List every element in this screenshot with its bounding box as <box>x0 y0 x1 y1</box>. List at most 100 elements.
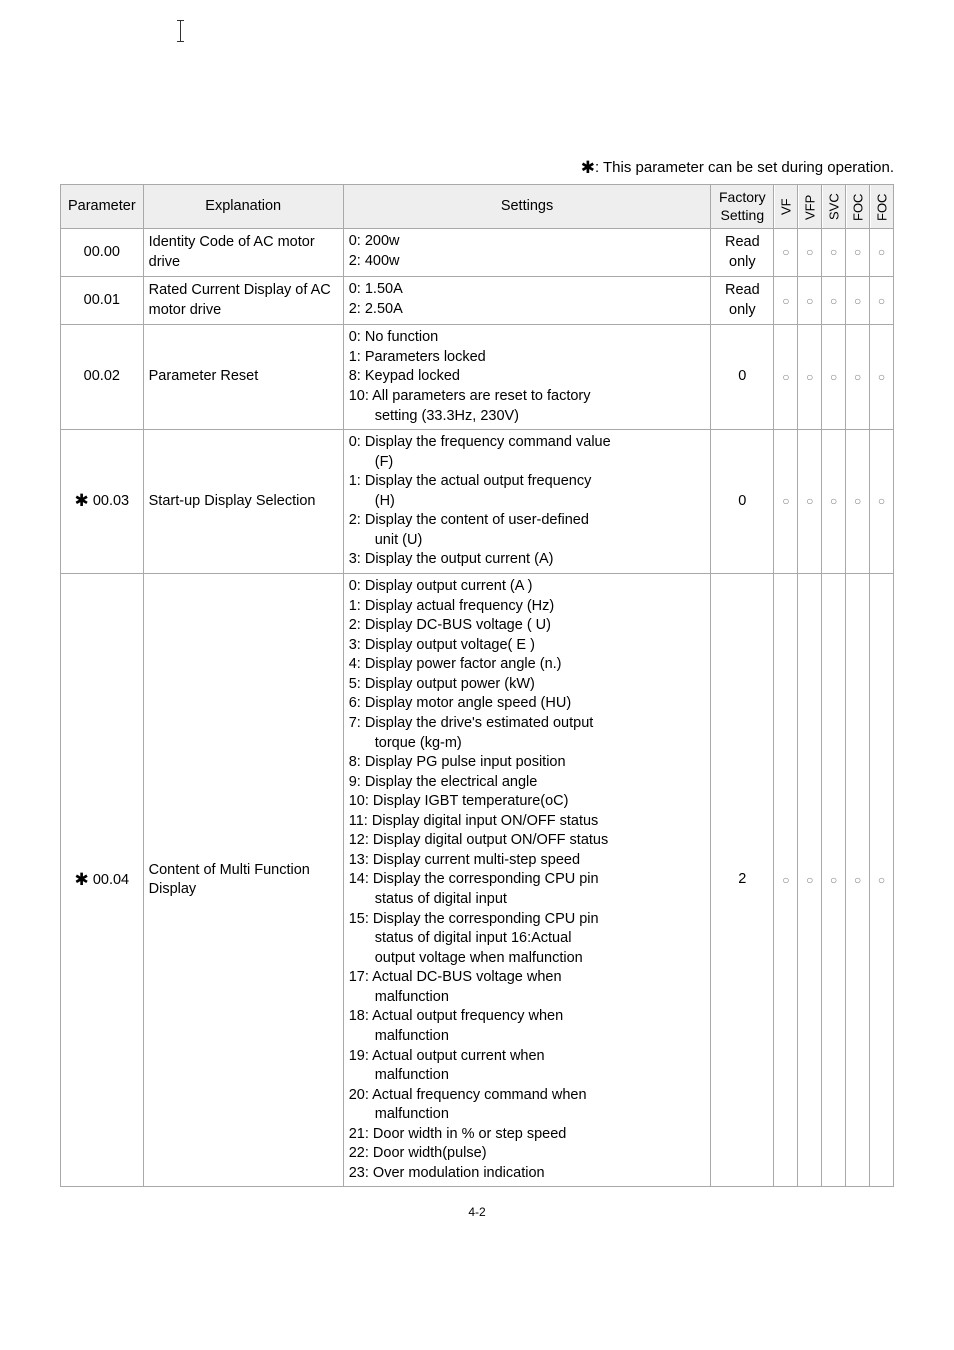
settings-line: 0: 200w <box>349 232 706 252</box>
col-header-mode-1: VFP <box>798 185 822 229</box>
explanation-cell: Parameter Reset <box>143 325 343 430</box>
settings-line: 23: Over modulation indication <box>349 1164 706 1184</box>
settings-line: 11: Display digital input ON/OFF status <box>349 812 706 832</box>
mode-mark: ○ <box>798 325 822 430</box>
settings-line: 0: Display the frequency command value <box>349 433 706 453</box>
mode-mark: ○ <box>774 430 798 574</box>
settings-line: malfunction <box>349 1027 706 1047</box>
mode-mark: ○ <box>870 430 894 574</box>
settings-line: 6: Display motor angle speed (HU) <box>349 694 706 714</box>
mode-mark: ○ <box>870 325 894 430</box>
settings-line: 1: Display the actual output frequency <box>349 472 706 492</box>
settings-line: 12: Display digital output ON/OFF status <box>349 831 706 851</box>
factory-cell: 0 <box>711 430 774 574</box>
text-cursor-row <box>180 20 894 48</box>
settings-line: 13: Display current multi-step speed <box>349 851 706 871</box>
settings-line: 17: Actual DC-BUS voltage when <box>349 968 706 988</box>
parameter-table: Parameter Explanation Settings Factory S… <box>60 184 894 1187</box>
settings-line: 10: All parameters are reset to factory <box>349 387 706 407</box>
settings-line: 8: Display PG pulse input position <box>349 753 706 773</box>
mode-mark: ○ <box>822 325 846 430</box>
table-row: 00.01Rated Current Display of AC motor d… <box>61 277 894 325</box>
mode-mark: ○ <box>846 229 870 277</box>
mode-mark: ○ <box>846 430 870 574</box>
mode-mark: ○ <box>870 229 894 277</box>
settings-line: 2: 400w <box>349 252 706 272</box>
settings-line: 2: Display the content of user-defined <box>349 511 706 531</box>
factory-cell: Readonly <box>711 277 774 325</box>
settings-line: 1: Parameters locked <box>349 348 706 368</box>
star-icon: ✱ <box>75 491 89 510</box>
mode-mark: ○ <box>870 574 894 1187</box>
mode-mark: ○ <box>870 277 894 325</box>
settings-line: unit (U) <box>349 531 706 551</box>
mode-mark: ○ <box>774 574 798 1187</box>
mode-mark: ○ <box>798 229 822 277</box>
settings-line: 10: Display IGBT temperature(oC) <box>349 792 706 812</box>
factory-cell: 2 <box>711 574 774 1187</box>
settings-line: 18: Actual output frequency when <box>349 1007 706 1027</box>
settings-line: 0: No function <box>349 328 706 348</box>
star-icon: ✱ <box>75 870 89 889</box>
col-header-settings: Settings <box>343 185 711 229</box>
explanation-cell: Content of Multi Function Display <box>143 574 343 1187</box>
param-cell: 00.02 <box>61 325 144 430</box>
text-cursor-icon <box>180 20 181 42</box>
table-row: ✱ 00.04Content of Multi Function Display… <box>61 574 894 1187</box>
settings-line: 0: Display output current (A ) <box>349 577 706 597</box>
mode-mark: ○ <box>846 574 870 1187</box>
settings-line: 7: Display the drive's estimated output <box>349 714 706 734</box>
explanation-cell: Identity Code of AC motor drive <box>143 229 343 277</box>
settings-line: 0: 1.50A <box>349 280 706 300</box>
settings-line: malfunction <box>349 1066 706 1086</box>
col-header-factory: Factory Setting <box>711 185 774 229</box>
factory-cell: 0 <box>711 325 774 430</box>
settings-line: status of digital input <box>349 890 706 910</box>
mode-mark: ○ <box>798 277 822 325</box>
settings-cell: 0: Display the frequency command value(F… <box>343 430 711 574</box>
settings-line: torque (kg-m) <box>349 734 706 754</box>
operation-note: ✱: This parameter can be set during oper… <box>60 158 894 178</box>
settings-cell: 0: 1.50A2: 2.50A <box>343 277 711 325</box>
mode-mark: ○ <box>846 277 870 325</box>
mode-mark: ○ <box>822 430 846 574</box>
settings-line: malfunction <box>349 988 706 1008</box>
settings-line: (F) <box>349 453 706 473</box>
col-header-mode-2: SVC <box>822 185 846 229</box>
col-header-mode-0: VF <box>774 185 798 229</box>
explanation-cell: Start-up Display Selection <box>143 430 343 574</box>
factory-cell: Readonly <box>711 229 774 277</box>
table-row: ✱ 00.03Start-up Display Selection0: Disp… <box>61 430 894 574</box>
mode-mark: ○ <box>822 277 846 325</box>
table-body: 00.00Identity Code of AC motor drive 0: 2… <box>61 229 894 1187</box>
settings-line: malfunction <box>349 1105 706 1125</box>
explanation-cell: Rated Current Display of AC motor drive <box>143 277 343 325</box>
table-row: 00.02Parameter Reset0: No function1: Par… <box>61 325 894 430</box>
settings-line: 9: Display the electrical angle <box>349 773 706 793</box>
col-header-mode-3: FOC <box>846 185 870 229</box>
mode-mark: ○ <box>846 325 870 430</box>
settings-line: 19: Actual output current when <box>349 1047 706 1067</box>
col-header-mode-4: FOC <box>870 185 894 229</box>
param-cell: 00.00 <box>61 229 144 277</box>
page-number: 4-2 <box>60 1205 894 1219</box>
col-header-explanation: Explanation <box>143 185 343 229</box>
settings-line: (H) <box>349 492 706 512</box>
mode-mark: ○ <box>774 229 798 277</box>
mode-mark: ○ <box>798 430 822 574</box>
settings-line: 8: Keypad locked <box>349 367 706 387</box>
mode-mark: ○ <box>822 229 846 277</box>
settings-line: setting (33.3Hz, 230V) <box>349 407 706 427</box>
settings-line: 20: Actual frequency command when <box>349 1086 706 1106</box>
settings-line: status of digital input 16:Actual <box>349 929 706 949</box>
settings-cell: 0: No function1: Parameters locked8: Key… <box>343 325 711 430</box>
document-page: ✱ : This parameter can be set during oper… <box>0 0 954 1249</box>
settings-cell: 0: Display output current (A )1: Display… <box>343 574 711 1187</box>
mode-mark: ○ <box>822 574 846 1187</box>
mode-mark: ○ <box>774 277 798 325</box>
col-header-parameter: Parameter <box>61 185 144 229</box>
settings-line: 21: Door width in % or step speed <box>349 1125 706 1145</box>
settings-line: 14: Display the corresponding CPU pin <box>349 870 706 890</box>
settings-line: 22: Door width(pulse) <box>349 1144 706 1164</box>
note-text: : This parameter can be set during opera… <box>595 159 894 176</box>
